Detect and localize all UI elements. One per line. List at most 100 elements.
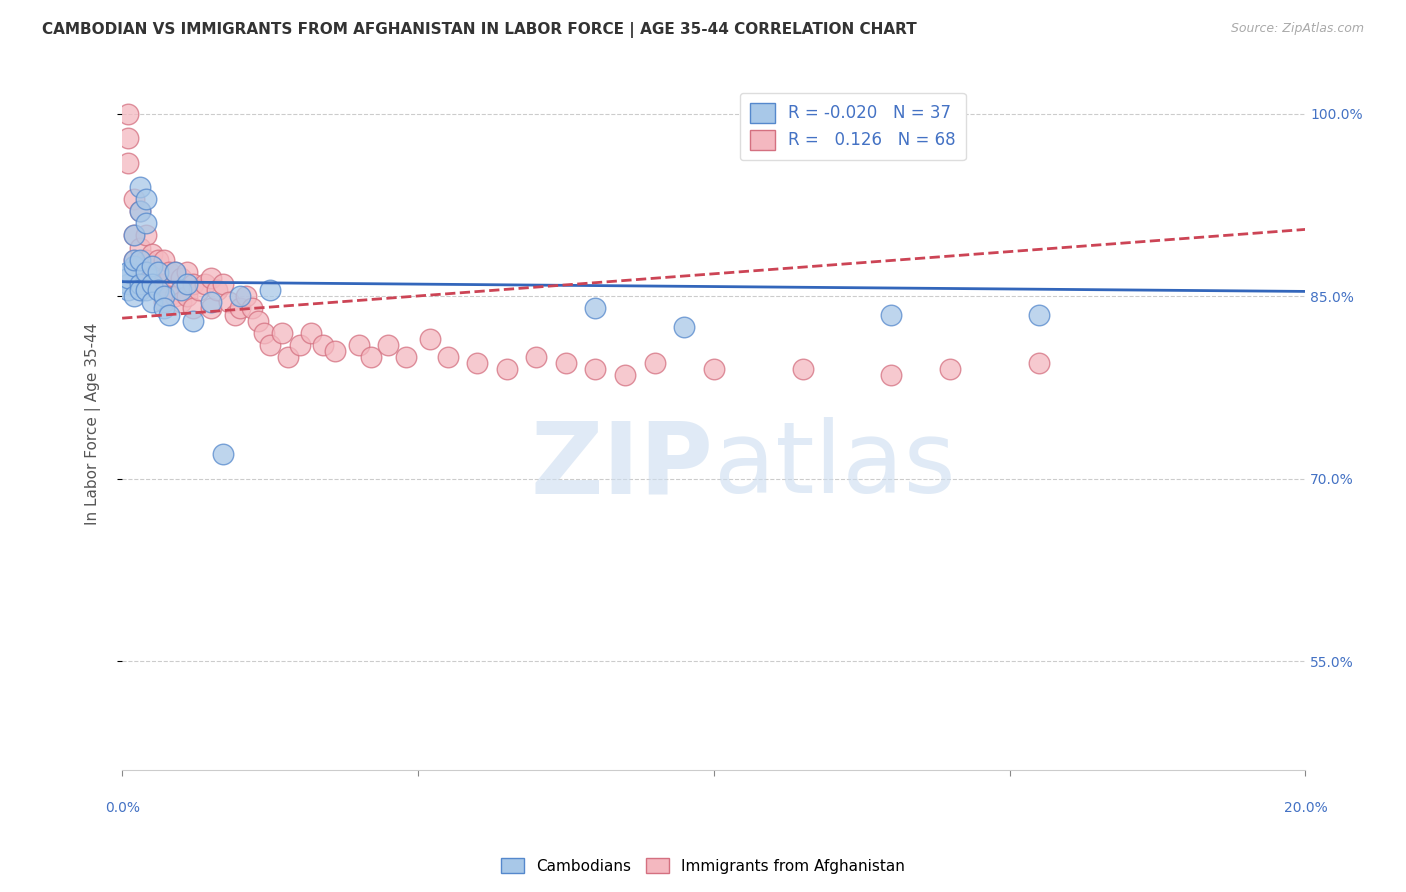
- Point: [135, 192, 157, 206]
- Point: [259, 338, 281, 352]
- Text: Source: ZipAtlas.com: Source: ZipAtlas.com: [1230, 22, 1364, 36]
- Point: [128, 179, 150, 194]
- Point: [240, 301, 263, 316]
- Point: [235, 289, 257, 303]
- Point: [377, 338, 399, 352]
- Point: [152, 289, 174, 303]
- Point: [146, 283, 169, 297]
- Point: [211, 447, 233, 461]
- Point: [159, 289, 181, 303]
- Point: [181, 313, 204, 327]
- Point: [181, 301, 204, 316]
- Point: [141, 271, 163, 285]
- Text: CAMBODIAN VS IMMIGRANTS FROM AFGHANISTAN IN LABOR FORCE | AGE 35-44 CORRELATION : CAMBODIAN VS IMMIGRANTS FROM AFGHANISTAN…: [42, 22, 917, 38]
- Point: [176, 277, 198, 292]
- Point: [395, 350, 418, 364]
- Point: [524, 350, 547, 364]
- Point: [122, 252, 145, 267]
- Point: [554, 356, 576, 370]
- Point: [205, 283, 228, 297]
- Point: [122, 289, 145, 303]
- Point: [152, 295, 174, 310]
- Point: [135, 228, 157, 243]
- Point: [181, 277, 204, 292]
- Point: [880, 308, 903, 322]
- Point: [277, 350, 299, 364]
- Point: [176, 289, 198, 303]
- Point: [117, 131, 139, 145]
- Point: [128, 277, 150, 292]
- Point: [128, 241, 150, 255]
- Point: [644, 356, 666, 370]
- Point: [141, 259, 163, 273]
- Point: [1028, 308, 1050, 322]
- Point: [128, 259, 150, 273]
- Point: [128, 204, 150, 219]
- Text: ZIP: ZIP: [531, 417, 714, 514]
- Y-axis label: In Labor Force | Age 35-44: In Labor Force | Age 35-44: [86, 323, 101, 525]
- Point: [270, 326, 292, 340]
- Point: [135, 216, 157, 230]
- Point: [218, 295, 240, 310]
- Point: [360, 350, 382, 364]
- Point: [323, 343, 346, 358]
- Point: [117, 155, 139, 169]
- Point: [141, 295, 163, 310]
- Point: [159, 265, 181, 279]
- Point: [122, 228, 145, 243]
- Text: 20.0%: 20.0%: [1284, 801, 1327, 814]
- Point: [253, 326, 276, 340]
- Point: [141, 277, 163, 292]
- Point: [259, 283, 281, 297]
- Point: [792, 362, 814, 376]
- Point: [159, 308, 181, 322]
- Point: [135, 283, 157, 297]
- Point: [288, 338, 311, 352]
- Point: [146, 277, 169, 292]
- Point: [614, 368, 637, 383]
- Point: [419, 332, 441, 346]
- Point: [128, 252, 150, 267]
- Text: 0.0%: 0.0%: [104, 801, 139, 814]
- Point: [436, 350, 458, 364]
- Point: [229, 289, 252, 303]
- Point: [347, 338, 370, 352]
- Point: [170, 295, 193, 310]
- Point: [146, 265, 169, 279]
- Point: [224, 308, 246, 322]
- Point: [176, 265, 198, 279]
- Point: [122, 228, 145, 243]
- Point: [141, 246, 163, 260]
- Legend: R = -0.020   N = 37, R =   0.126   N = 68: R = -0.020 N = 37, R = 0.126 N = 68: [740, 93, 966, 160]
- Point: [165, 265, 187, 279]
- Point: [135, 252, 157, 267]
- Point: [117, 107, 139, 121]
- Point: [703, 362, 725, 376]
- Point: [152, 301, 174, 316]
- Point: [200, 301, 222, 316]
- Point: [673, 319, 696, 334]
- Point: [188, 283, 211, 297]
- Point: [312, 338, 335, 352]
- Point: [117, 283, 139, 297]
- Point: [128, 283, 150, 297]
- Point: [247, 313, 270, 327]
- Legend: Cambodians, Immigrants from Afghanistan: Cambodians, Immigrants from Afghanistan: [495, 852, 911, 880]
- Point: [135, 265, 157, 279]
- Point: [583, 301, 606, 316]
- Point: [465, 356, 488, 370]
- Point: [170, 271, 193, 285]
- Point: [495, 362, 517, 376]
- Point: [122, 192, 145, 206]
- Point: [117, 265, 139, 279]
- Point: [165, 265, 187, 279]
- Point: [135, 277, 157, 292]
- Point: [122, 252, 145, 267]
- Point: [583, 362, 606, 376]
- Point: [229, 301, 252, 316]
- Point: [301, 326, 323, 340]
- Point: [128, 204, 150, 219]
- Point: [880, 368, 903, 383]
- Point: [117, 271, 139, 285]
- Point: [939, 362, 962, 376]
